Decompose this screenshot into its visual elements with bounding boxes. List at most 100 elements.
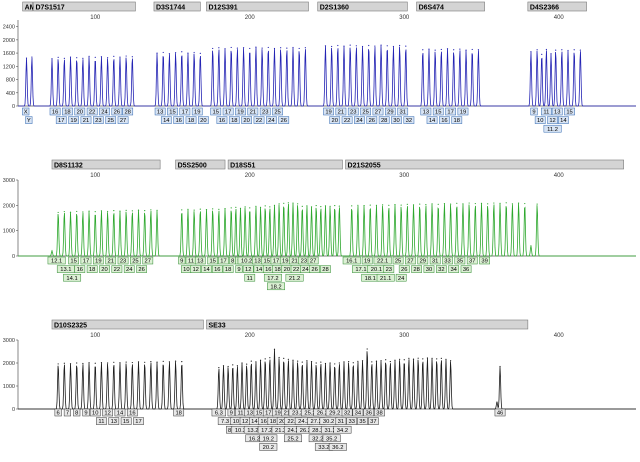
allele-call: 9 [84, 411, 87, 417]
allele-box [564, 107, 575, 116]
peak-point [242, 47, 245, 49]
peak-point [343, 45, 345, 47]
allele-box [92, 256, 104, 265]
x-tick-label: 400 [554, 333, 565, 339]
allele-call: 13 [111, 419, 117, 425]
allele-call: 26 [138, 267, 144, 273]
peak-point [100, 361, 103, 364]
allele-box [173, 408, 185, 417]
allele-label: 33 [346, 417, 358, 425]
allele-call: 16.2 [249, 436, 260, 442]
peak-point [131, 56, 133, 58]
allele-label: 17 [179, 107, 191, 116]
allele-box [551, 107, 563, 116]
allele-call: 31 [338, 419, 344, 425]
allele-label: 11 [235, 408, 246, 417]
allele-call: 19 [325, 110, 331, 116]
allele-box [235, 265, 243, 273]
allele-call: 8 [228, 428, 231, 434]
allele-call: 34.2 [337, 428, 348, 434]
peak-point [63, 211, 65, 213]
allele-box [391, 116, 402, 124]
peak-point [156, 361, 158, 363]
peak-point [218, 47, 220, 49]
peak-point [259, 359, 262, 361]
peak-point [249, 47, 251, 50]
locus-name: D2S1360 [320, 5, 349, 12]
allele-call: 28 [413, 267, 419, 273]
peak-point [351, 205, 353, 207]
allele-call: 25.2 [304, 411, 315, 417]
allele-label: 25.2 [284, 434, 302, 442]
peak-point [493, 202, 495, 204]
peak-point [261, 47, 263, 49]
allele-call: 22 [344, 118, 350, 124]
peak-point [137, 209, 140, 211]
allele-box [122, 107, 134, 116]
allele-call: 11 [237, 411, 243, 417]
peak-point [306, 360, 308, 362]
peak-point [405, 45, 407, 47]
y-tick-label: 3000 [3, 178, 15, 184]
peak-point [168, 53, 171, 55]
peak-point [125, 361, 127, 363]
allele-box [80, 116, 92, 124]
allele-label: 32 [403, 116, 415, 124]
allele-box [247, 107, 259, 116]
peak-point [450, 360, 452, 362]
peak-point [292, 359, 294, 361]
allele-call: 17 [265, 411, 271, 417]
allele-label: 13 [108, 417, 120, 425]
peak-point [368, 44, 370, 47]
allele-box [133, 417, 144, 425]
peak-point [255, 205, 257, 207]
allele-label: 19 [279, 256, 291, 265]
allele-label: 23 [298, 256, 310, 265]
peak-point [385, 359, 387, 361]
peak-point [82, 57, 84, 59]
locus-bar [527, 1, 587, 12]
allele-label: 21.1 [376, 273, 395, 282]
allele-box [357, 417, 368, 425]
allele-label: 21 [247, 107, 259, 116]
allele-label: 12 [190, 265, 202, 273]
peak-point [445, 358, 447, 360]
allele-call: 17 [220, 259, 226, 265]
allele-call: 28.2 [312, 428, 323, 434]
allele-call: 16 [77, 267, 83, 273]
allele-call: 18 [89, 267, 95, 273]
allele-call: 21 [291, 259, 297, 265]
peak-point [94, 56, 96, 58]
peak-point [315, 362, 317, 364]
allele-label: 13 [420, 107, 432, 116]
peak-point [371, 361, 373, 363]
peak-point [536, 203, 538, 205]
allele-label: 36 [460, 265, 472, 273]
peak-point [334, 363, 336, 365]
allele-label: 25 [272, 107, 283, 116]
peak-point [459, 48, 461, 50]
allele-call: 35.2 [326, 436, 337, 442]
y-tick-label: 0 [12, 407, 15, 413]
allele-label: 12.1 [47, 256, 66, 265]
allele-call: 13 [423, 110, 429, 116]
allele-box [154, 107, 166, 116]
allele-box [241, 116, 253, 124]
allele-call: 20 [243, 118, 249, 124]
allele-call: 13 [247, 411, 253, 417]
allele-label: 14 [558, 116, 569, 124]
peak-point [399, 44, 401, 47]
allele-call: 14 [203, 267, 210, 273]
allele-label: 18 [86, 265, 98, 273]
peak-point [94, 211, 96, 213]
allele-label: 16.1 [342, 256, 361, 265]
allele-box [207, 256, 219, 265]
peak-point [69, 56, 72, 58]
allele-box [92, 116, 104, 124]
allele-call: 18 [225, 267, 231, 273]
allele-box [222, 107, 234, 116]
allele-label: 12 [239, 417, 251, 425]
y-tick-label: 800 [6, 78, 15, 84]
allele-box [366, 116, 378, 124]
allele-label: 19 [457, 107, 469, 116]
